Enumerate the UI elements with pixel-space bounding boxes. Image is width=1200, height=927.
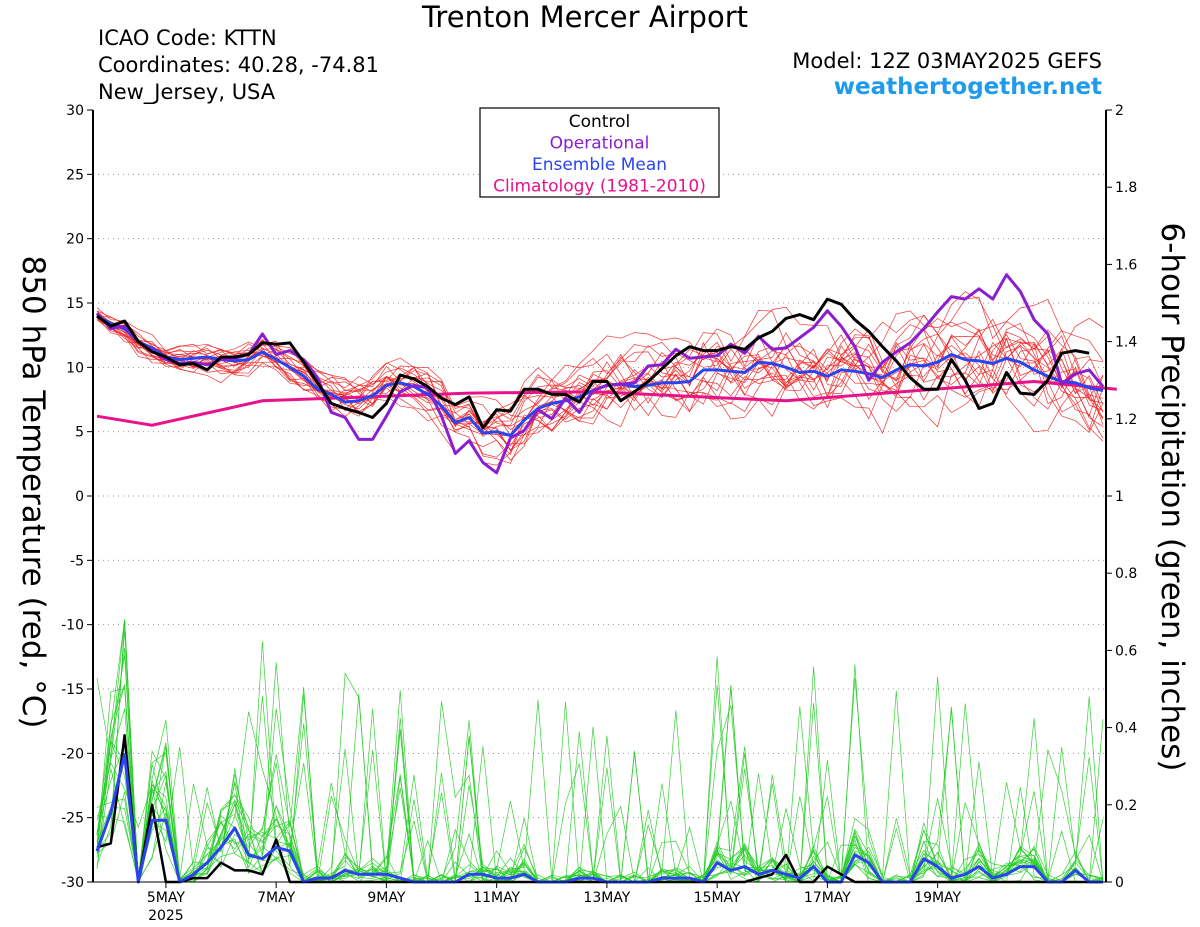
y-left-tick-label: -30 — [61, 875, 84, 891]
y-left-tick-label: -15 — [61, 682, 84, 698]
climatology-line — [96, 379, 1117, 427]
y-left-tick-label: 0 — [75, 489, 84, 505]
y-left-tick-label: 30 — [66, 103, 84, 119]
legend-item: Operational — [550, 134, 650, 154]
y-right-tick-label: 1 — [1115, 489, 1124, 505]
precip-member-line — [96, 619, 1104, 883]
site-link[interactable]: weathertogether.net — [833, 74, 1102, 100]
y-left-tick-label: -10 — [61, 618, 84, 634]
axes: 302520151050-5-10-15-20-25-3021.81.61.41… — [61, 103, 1137, 924]
x-tick-label: 5MAY — [147, 890, 185, 906]
region: New_Jersey, USA — [98, 80, 276, 104]
precip-member-line — [96, 619, 1103, 883]
y-left-tick-label: 15 — [66, 296, 84, 312]
precip-member-line — [96, 654, 1104, 883]
temp-mean-line — [96, 314, 1104, 437]
temp-member-line — [96, 310, 1104, 433]
y-right-tick-label: 0.8 — [1115, 566, 1137, 582]
x-year-label: 2025 — [148, 908, 184, 924]
x-tick-label: 17MAY — [804, 890, 851, 906]
x-tick-label: 11MAY — [473, 890, 520, 906]
chart-title: Trenton Mercer Airport — [421, 0, 748, 34]
precip-member-line — [96, 619, 1104, 883]
y-left-tick-label: -5 — [70, 553, 84, 569]
temp-members — [96, 291, 1104, 466]
x-tick-label: 9MAY — [367, 890, 405, 906]
x-tick-label: 19MAY — [914, 890, 961, 906]
y-right-tick-label: 0.4 — [1115, 721, 1137, 737]
legend-item: Climatology (1981-2010) — [493, 177, 706, 197]
y-right-tick-label: 1.6 — [1115, 257, 1137, 273]
legend-item: Control — [569, 112, 630, 132]
model-run: Model: 12Z 03MAY2025 GEFS — [792, 49, 1102, 73]
precip-mean-line — [95, 753, 1103, 884]
y-left-tick-label: 25 — [66, 167, 84, 183]
y-right-tick-label: 0.2 — [1115, 798, 1137, 814]
precip-member-line — [96, 662, 1104, 883]
y-right-tick-label: 1.2 — [1115, 412, 1137, 428]
coordinates: Coordinates: 40.28, -74.81 — [98, 53, 379, 77]
y-left-tick-label: 20 — [66, 232, 84, 248]
grid — [93, 173, 1106, 819]
temp-member-line — [96, 316, 1104, 451]
y-left-tick-label: 10 — [66, 360, 84, 376]
temp-member-line — [96, 316, 1104, 458]
y-left-tick-label: -20 — [61, 746, 84, 762]
temp-member-line — [96, 291, 1104, 466]
precip-member-line — [96, 709, 1104, 884]
x-tick-label: 7MAY — [257, 890, 295, 906]
y-left-tick-label: -25 — [61, 811, 84, 827]
precip-member-line — [96, 647, 1104, 883]
temp-member-line — [96, 313, 1104, 461]
y-right-tick-label: 0.6 — [1115, 643, 1137, 659]
y-right-tick-label: 1.4 — [1115, 335, 1137, 351]
x-tick-label: 13MAY — [583, 890, 630, 906]
legend-box — [479, 107, 720, 198]
x-tick-label: 15MAY — [694, 890, 741, 906]
precip-member-line — [96, 629, 1104, 883]
icao-code: ICAO Code: KTTN — [98, 26, 277, 50]
y-left-tick-label: 5 — [75, 425, 84, 441]
temp-control-line — [96, 297, 1090, 430]
temp-operational-line — [95, 273, 1105, 475]
precip-members — [96, 619, 1104, 884]
y-right-tick-label: 0 — [1115, 875, 1124, 891]
legend-item: Ensemble Mean — [532, 155, 667, 175]
temp-member-line — [96, 306, 1104, 431]
temp-member-line — [96, 317, 1104, 428]
precip-member-line — [96, 688, 1104, 883]
temp-member-line — [96, 297, 1104, 439]
y-right-tick-label: 1.8 — [1115, 180, 1137, 196]
y-right-tick-label: 2 — [1115, 103, 1124, 119]
